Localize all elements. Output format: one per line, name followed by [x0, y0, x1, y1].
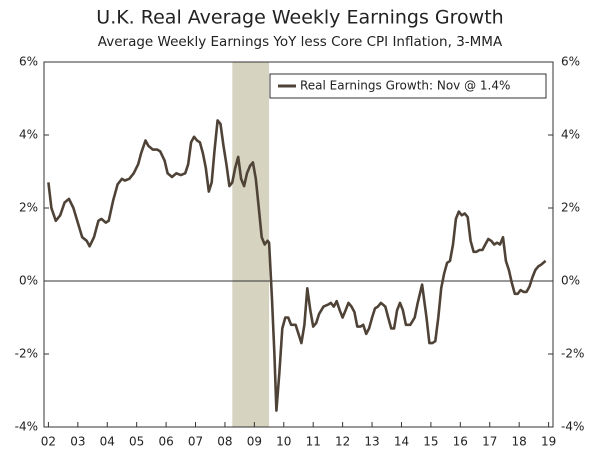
x-tick-label: 12	[335, 435, 350, 449]
x-tick-label: 04	[100, 435, 115, 449]
x-tick-label: 11	[306, 435, 321, 449]
y-tick-label: 4%	[19, 128, 38, 142]
y-tick-label: -2%	[15, 347, 38, 361]
y2-tick-label: -4%	[561, 420, 584, 434]
x-tick-label: 18	[512, 435, 527, 449]
x-tick-label: 17	[482, 435, 497, 449]
recession-band	[232, 62, 270, 427]
y2-tick-label: 4%	[561, 128, 580, 142]
x-tick-label: 06	[158, 435, 173, 449]
chart-title: U.K. Real Average Weekly Earnings Growth	[96, 7, 503, 29]
y-tick-label: 0%	[19, 274, 38, 288]
y-tick-label: 6%	[19, 55, 38, 69]
x-tick-label: 15	[423, 435, 438, 449]
x-tick-label: 07	[188, 435, 203, 449]
data-line	[47, 119, 547, 412]
x-tick-label: 14	[394, 435, 409, 449]
y2-tick-label: 2%	[561, 201, 580, 215]
x-tick-label: 16	[453, 435, 468, 449]
x-tick-label: 02	[41, 435, 56, 449]
y-tick-label: 2%	[19, 201, 38, 215]
x-tick-label: 09	[247, 435, 262, 449]
x-tick-label: 08	[217, 435, 232, 449]
legend-box	[269, 73, 547, 99]
x-tick-label: 03	[70, 435, 85, 449]
x-tick-label: 10	[276, 435, 291, 449]
legend-label: Real Earnings Growth: Nov @ 1.4%	[300, 79, 510, 93]
y2-tick-label: 0%	[561, 274, 580, 288]
y-tick-label: -4%	[15, 420, 38, 434]
x-tick-label: 05	[129, 435, 144, 449]
y2-tick-label: 6%	[561, 55, 580, 69]
y2-tick-label: -2%	[561, 347, 584, 361]
chart-subtitle: Average Weekly Earnings YoY less Core CP…	[98, 34, 503, 50]
x-tick-label: 13	[364, 435, 379, 449]
x-tick-label: 19	[541, 435, 556, 449]
plot-frame	[43, 61, 554, 428]
